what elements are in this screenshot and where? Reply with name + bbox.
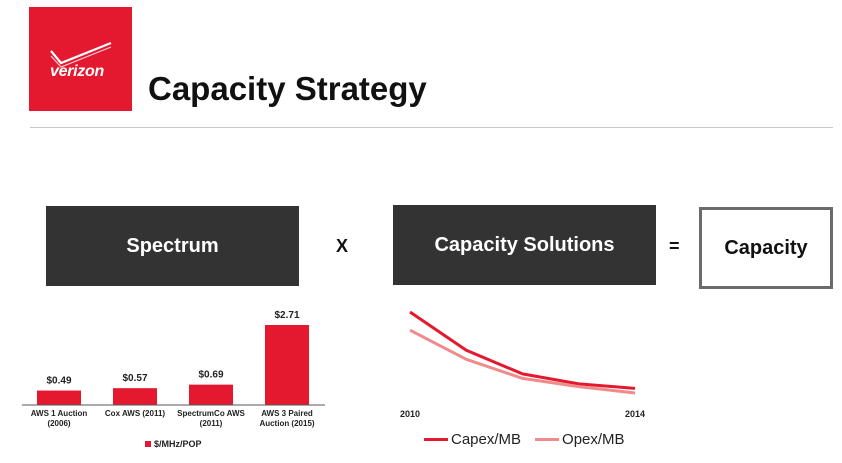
legend-item-capex: Capex/MB [424, 431, 521, 448]
category-label: AWS 1 Auction [31, 409, 88, 418]
cost-per-mb-line-chart: 2010 2014 [400, 310, 645, 419]
x-tick-label: 2010 [400, 409, 420, 419]
bar [37, 390, 81, 405]
legend-label-opex: Opex/MB [562, 431, 625, 448]
line-chart-legend: Capex/MB Opex/MB [424, 431, 639, 448]
category-label: Auction (2015) [259, 419, 314, 428]
bar [265, 325, 309, 405]
verizon-logo: verizon [29, 7, 132, 111]
legend-label-capex: Capex/MB [451, 431, 522, 448]
capacity-box: Capacity [699, 207, 833, 289]
category-label: (2011) [200, 419, 223, 428]
bar [113, 388, 157, 405]
capacity-label: Capacity [724, 236, 808, 259]
equals-operator: = [669, 236, 680, 256]
spectrum-label: Spectrum [126, 234, 219, 257]
spectrum-cost-bar-chart: $0.49 AWS 1 Auction(2006) $0.57 Cox AWS (20… [22, 310, 325, 428]
category-label: (2006) [47, 419, 70, 428]
data-label: $2.71 [274, 310, 299, 321]
data-label: $0.69 [198, 370, 223, 381]
legend-label: $/MHz/POP [154, 439, 202, 449]
bar [189, 384, 233, 405]
legend-line-capex [424, 438, 448, 441]
legend-item-opex: Opex/MB [535, 431, 625, 448]
data-label: $0.49 [46, 376, 71, 387]
capex-series-line [409, 310, 636, 390]
divider [30, 127, 833, 128]
logo-text: verizon [50, 63, 104, 80]
x-tick-label: 2014 [625, 409, 645, 419]
opex-series-line [409, 328, 636, 395]
legend-line-opex [535, 438, 560, 441]
category-label: AWS 3 Paired [261, 409, 313, 418]
legend-swatch [145, 441, 151, 447]
page-title: Capacity Strategy [148, 70, 427, 107]
category-label: SpectrumCo AWS [177, 409, 245, 418]
bar-chart-legend: $/MHz/POP [145, 439, 202, 449]
capacity-solutions-label: Capacity Solutions [434, 233, 615, 256]
category-label: Cox AWS (2011) [105, 409, 166, 418]
capacity-solutions-box: Capacity Solutions [393, 205, 656, 285]
spectrum-box: Spectrum [46, 206, 299, 286]
check-mark-icon [50, 41, 112, 68]
multiply-operator: X [336, 236, 349, 256]
data-label: $0.57 [122, 373, 147, 384]
